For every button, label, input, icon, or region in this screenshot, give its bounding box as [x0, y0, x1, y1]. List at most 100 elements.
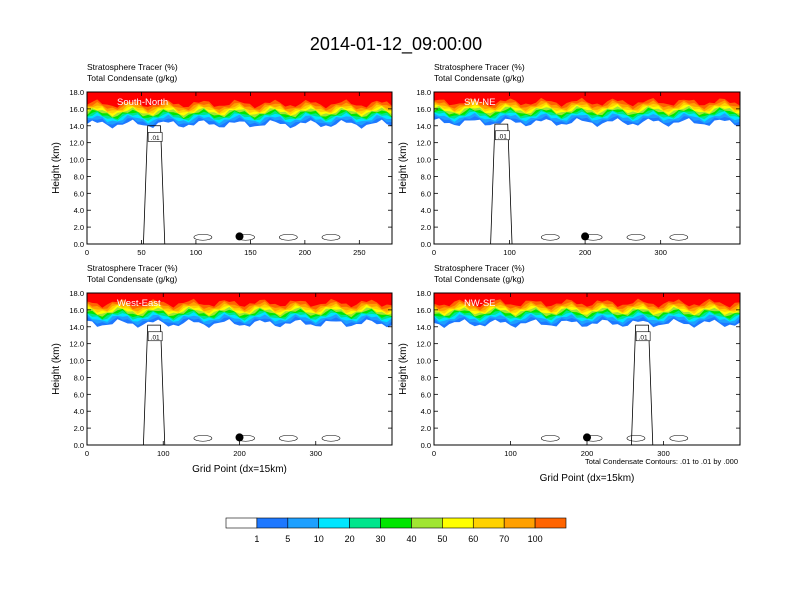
- condensate-contour: [626, 233, 646, 241]
- condensate-contour: [193, 434, 213, 442]
- y-tick-label: 8.0: [421, 172, 431, 181]
- colorbar-box: [349, 517, 381, 529]
- colorbar-box: [225, 517, 258, 529]
- x-tick-label: 100: [504, 449, 517, 458]
- y-axis-label: Height (km): [51, 142, 62, 194]
- y-tick-label: 14.0: [416, 122, 431, 131]
- tracer-fill: [87, 293, 392, 328]
- contour-label-box: [147, 331, 163, 342]
- field-label: Total Condensate (g/kg): [87, 274, 177, 284]
- colorbar-box: [411, 517, 443, 529]
- x-tick-label: 250: [353, 248, 366, 257]
- contour-label: .01: [151, 334, 160, 341]
- colorbar-box: [534, 517, 567, 529]
- colorbar: 1 5 10 20 30 40 50 60 70 100: [225, 517, 567, 544]
- x-tick-label: 0: [85, 449, 89, 458]
- colorbar-label: 30: [376, 534, 386, 544]
- panel-bottom-left: Stratosphere Tracer (%)Total Condensate …: [51, 263, 393, 475]
- colorbar-label: 100: [528, 534, 543, 544]
- x-axis-label: Grid Point (dx=15km): [540, 473, 635, 484]
- condensate-contour: [321, 434, 341, 442]
- colorbar-box: [472, 517, 505, 529]
- condensate-contour: [540, 233, 560, 241]
- x-tick-label: 200: [299, 248, 312, 257]
- location-marker: [235, 232, 244, 241]
- x-tick-label: 100: [157, 449, 170, 458]
- condensate-contour: [278, 233, 298, 241]
- colorbar-box: [442, 517, 474, 529]
- y-axis-label: Height (km): [51, 343, 62, 395]
- colorbar-box: [256, 517, 289, 529]
- condensate-contour: [669, 233, 689, 241]
- y-tick-label: 12.0: [416, 139, 431, 148]
- x-tick-label: 100: [190, 248, 203, 257]
- y-tick-label: 14.0: [69, 122, 84, 131]
- y-tick-label: 16.0: [69, 105, 84, 114]
- y-tick-label: 8.0: [74, 172, 84, 181]
- y-tick-label: 10.0: [416, 357, 431, 366]
- location-marker: [583, 433, 591, 442]
- y-tick-label: 18.0: [416, 289, 431, 298]
- contour-label-box: [495, 130, 510, 141]
- x-tick-label: 300: [657, 449, 670, 458]
- y-tick-label: 16.0: [416, 105, 431, 114]
- contour-label: .01: [151, 135, 160, 142]
- y-tick-label: 0.0: [421, 240, 431, 249]
- plot-frame: [433, 91, 741, 245]
- y-tick-label: 12.0: [69, 340, 84, 349]
- colorbar-label: 40: [406, 534, 416, 544]
- panel-top-left: Stratosphere Tracer (%)Total Condensate …: [51, 62, 393, 257]
- condensate-contour: [143, 125, 166, 245]
- condensate-contour: [540, 434, 560, 442]
- y-tick-label: 16.0: [69, 306, 84, 315]
- x-tick-label: 200: [233, 449, 246, 458]
- x-tick-label: 300: [654, 248, 667, 257]
- y-tick-label: 10.0: [69, 156, 84, 165]
- colorbar-label: 70: [499, 534, 509, 544]
- contour-label: .01: [498, 133, 507, 140]
- panel-annotation: West-East: [117, 298, 161, 309]
- y-tick-label: 6.0: [421, 189, 431, 198]
- contour-note: Total Condensate Contours: .01 to .01 by…: [585, 457, 738, 466]
- colorbar-label: 10: [314, 534, 324, 544]
- panel-top-right: Stratosphere Tracer (%)Total Condensate …: [398, 62, 741, 257]
- y-tick-label: 8.0: [74, 373, 84, 382]
- y-tick-label: 10.0: [69, 357, 84, 366]
- y-tick-label: 2.0: [421, 223, 431, 232]
- y-tick-label: 14.0: [69, 323, 84, 332]
- tracer-band: [434, 92, 740, 107]
- location-marker: [235, 433, 244, 442]
- y-tick-label: 4.0: [74, 206, 84, 215]
- y-tick-label: 4.0: [421, 407, 431, 416]
- plot-frame: [86, 91, 393, 245]
- x-tick-label: 0: [432, 248, 436, 257]
- x-tick-label: 0: [432, 449, 436, 458]
- x-tick-label: 300: [309, 449, 322, 458]
- condensate-contour: [626, 434, 646, 442]
- y-tick-label: 18.0: [69, 88, 84, 97]
- colorbar-label: 1: [254, 534, 259, 544]
- x-tick-label: 0: [85, 248, 89, 257]
- contour-label-box: [147, 132, 163, 142]
- field-label: Stratosphere Tracer (%): [434, 62, 525, 72]
- x-tick-label: 200: [581, 449, 594, 458]
- condensate-contour: [669, 434, 689, 442]
- x-tick-label: 50: [137, 248, 145, 257]
- y-tick-label: 0.0: [74, 240, 84, 249]
- condensate-contour: [193, 233, 213, 241]
- contour-label: .01: [639, 334, 648, 341]
- y-tick-label: 4.0: [74, 407, 84, 416]
- panel-annotation: NW-SE: [464, 298, 496, 309]
- colorbar-box: [287, 517, 320, 529]
- colorbar-label: 50: [437, 534, 447, 544]
- field-label: Stratosphere Tracer (%): [434, 263, 525, 273]
- y-tick-label: 4.0: [421, 206, 431, 215]
- panel-annotation: South-North: [117, 97, 168, 108]
- condensate-contour: [278, 434, 298, 442]
- y-tick-label: 0.0: [421, 441, 431, 450]
- colorbar-box: [503, 517, 536, 529]
- tracer-band: [87, 92, 392, 109]
- colorbar-box: [380, 517, 412, 529]
- location-marker: [581, 232, 590, 241]
